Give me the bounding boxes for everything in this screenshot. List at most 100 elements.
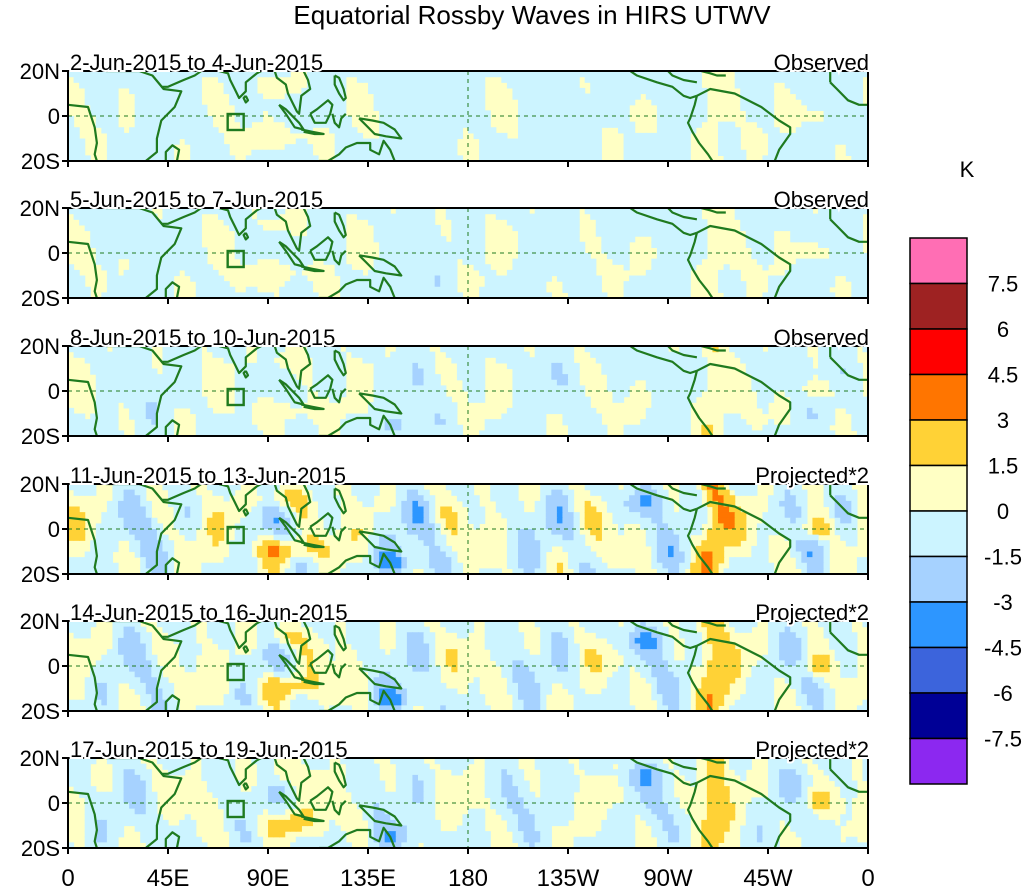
field-cell <box>90 430 97 436</box>
field-cell <box>140 368 147 375</box>
field-cell <box>673 391 680 398</box>
field-cell <box>684 379 691 386</box>
field-cell <box>534 292 541 298</box>
field-cell <box>590 110 597 117</box>
field-cell <box>640 419 647 426</box>
field-cell <box>845 346 852 353</box>
field-cell <box>284 419 291 426</box>
field-cell <box>801 374 808 381</box>
field-cell <box>479 121 486 128</box>
field-cell <box>118 253 125 260</box>
field-cell <box>795 87 802 95</box>
field-cell <box>218 138 225 145</box>
field-cell <box>406 357 414 364</box>
field-cell <box>406 368 414 375</box>
field-cell <box>856 241 864 248</box>
field-cell <box>823 224 830 232</box>
field-cell <box>373 430 380 436</box>
coastline <box>319 276 396 298</box>
field-cell <box>145 396 152 403</box>
field-cell <box>656 93 664 100</box>
field-cell <box>545 275 552 282</box>
field-cell <box>756 391 764 398</box>
field-cell <box>606 368 614 375</box>
field-cell <box>429 391 436 398</box>
field-cell <box>840 76 847 83</box>
field-cell <box>412 144 419 151</box>
field-cell <box>562 396 569 403</box>
field-cell <box>406 292 414 298</box>
field-cell <box>451 127 458 134</box>
field-cell <box>279 110 286 117</box>
field-cell <box>801 357 808 364</box>
field-cell <box>351 132 358 140</box>
field-cell <box>90 208 97 215</box>
field-cell <box>456 247 464 254</box>
field-cell <box>423 155 430 161</box>
field-cell <box>334 253 341 260</box>
field-cell <box>818 138 825 145</box>
field-cell <box>184 385 191 392</box>
field-cell <box>834 241 841 248</box>
field-cell <box>379 379 386 386</box>
field-cell <box>129 219 136 226</box>
field-cell <box>240 241 247 248</box>
field-cell <box>506 346 514 353</box>
field-cell <box>690 253 697 260</box>
field-cell <box>579 402 586 409</box>
field-cell <box>206 264 214 271</box>
field-cell <box>445 424 452 431</box>
field-cell <box>379 127 386 134</box>
field-cell <box>823 407 830 415</box>
field-cell <box>251 430 258 436</box>
field-cell <box>245 87 252 95</box>
field-cell <box>856 247 864 254</box>
field-cell <box>684 391 691 398</box>
field-cell <box>429 264 436 271</box>
field-cell <box>823 413 830 420</box>
field-cell <box>245 82 252 89</box>
field-cell <box>756 110 764 117</box>
field-cell <box>823 127 830 134</box>
field-cell <box>129 208 136 215</box>
field-cell <box>162 269 169 277</box>
field-cell <box>545 104 552 111</box>
field-cell <box>362 286 369 293</box>
field-cell <box>395 396 402 403</box>
field-cell <box>368 76 375 83</box>
field-cell <box>540 275 547 282</box>
field-cell <box>379 213 386 220</box>
field-cell <box>301 419 308 426</box>
field-cell <box>540 424 547 431</box>
field-cell <box>812 368 819 375</box>
field-cell <box>662 208 669 215</box>
field-cell <box>551 362 558 370</box>
field-cell <box>301 292 308 298</box>
field-cell <box>218 424 225 431</box>
field-cell <box>845 374 852 381</box>
field-cell <box>412 127 419 134</box>
field-cell <box>773 213 780 220</box>
field-cell <box>856 219 864 226</box>
field-cell <box>440 144 447 151</box>
field-cell <box>151 407 158 415</box>
field-cell <box>123 275 130 282</box>
field-cell <box>823 292 830 298</box>
field-cell <box>173 230 180 237</box>
field-cell <box>279 116 286 123</box>
field-cell <box>540 149 547 156</box>
field-cell <box>240 76 247 83</box>
field-cell <box>373 357 380 364</box>
field-cell <box>829 155 836 161</box>
field-cell <box>112 121 119 128</box>
field-cell <box>656 275 664 282</box>
field-cell <box>834 76 841 83</box>
field-cell <box>540 374 547 381</box>
field-cell <box>295 275 302 282</box>
field-cell <box>351 413 358 420</box>
field-cell <box>451 241 458 248</box>
field-cell <box>168 391 175 398</box>
field-cell <box>440 346 447 353</box>
field-cell <box>256 149 264 156</box>
field-cell <box>179 82 186 89</box>
